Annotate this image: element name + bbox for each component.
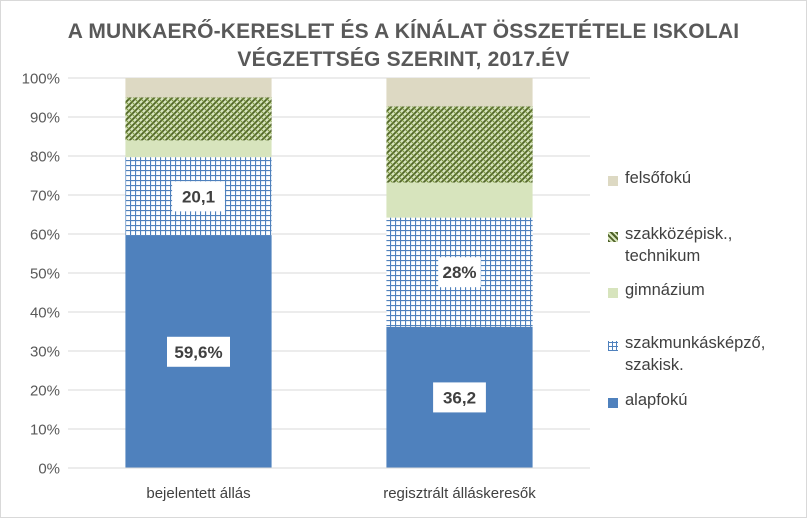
legend-label-line: szakisk. (625, 356, 684, 374)
legend-label-line: alapfokú (625, 391, 688, 409)
bar-segment (386, 78, 533, 107)
bar-segment (386, 182, 533, 218)
legend-swatch (608, 288, 618, 298)
y-tick-label: 40% (30, 305, 60, 322)
y-tick-label: 90% (30, 110, 60, 127)
data-labels: 59,6% 20,1 36,2 28% (167, 181, 486, 413)
data-label: 59,6% (174, 343, 222, 362)
chart-title-line-1: A MUNKAERŐ-KERESLET ÉS A KÍNÁLAT ÖSSZETÉ… (67, 20, 740, 43)
axes: 0% 10% 20% 30% 40% 50% 60% 70% 80% 90% 100% bejelen… (22, 71, 590, 502)
legend-swatch (608, 232, 618, 242)
data-label-box (167, 336, 230, 367)
y-tick-label: 100% (22, 71, 60, 88)
y-tick-label: 80% (30, 149, 60, 166)
y-tick-label: 60% (30, 227, 60, 244)
data-label: 20,1 (182, 187, 215, 206)
legend-label: gimnázium (625, 279, 805, 301)
legend-swatch (608, 341, 618, 351)
data-label: 28% (442, 263, 476, 282)
y-tick-label: 20% (30, 383, 60, 400)
y-tick-label: 70% (30, 188, 60, 205)
legend-label-line: felsőfokú (625, 169, 692, 187)
legend-swatch (608, 176, 618, 186)
chart-title-line-2: VÉGZETTSÉG SZERINT, 2017.ÉV (237, 48, 570, 71)
data-label-box (172, 181, 225, 212)
y-tick-label: 10% (30, 422, 60, 439)
x-tick-label: bejelentett állás (146, 485, 250, 502)
x-tick-label: regisztrált álláskeresők (383, 485, 536, 502)
legend-label: alapfokú (625, 389, 805, 411)
bar-segment (125, 97, 272, 141)
legend-label: szakközépisk., technikum (625, 223, 805, 267)
legend-label: szakmunkásképző, szakisk. (625, 332, 805, 376)
legend-label-line: szakmunkásképző, (625, 334, 766, 352)
legend-label-line: technikum (625, 247, 701, 265)
bars (125, 78, 533, 468)
legend-swatch (608, 398, 618, 408)
bar-segment (386, 106, 533, 183)
y-tick-label: 30% (30, 344, 60, 361)
legend-label-line: gimnázium (625, 281, 705, 299)
data-label: 36,2 (443, 388, 476, 407)
data-label-box (433, 382, 486, 413)
legend-label-line: szakközépisk., (625, 225, 733, 243)
data-label-box (438, 257, 481, 288)
bar-segment (125, 78, 272, 98)
y-tick-label: 50% (30, 266, 60, 283)
bar-segment (125, 140, 272, 158)
chart-title: A MUNKAERŐ-KERESLET ÉS A KÍNÁLAT ÖSSZETÉ… (0, 18, 807, 74)
y-tick-label: 0% (38, 461, 60, 478)
legend-label: felsőfokú (625, 167, 805, 189)
